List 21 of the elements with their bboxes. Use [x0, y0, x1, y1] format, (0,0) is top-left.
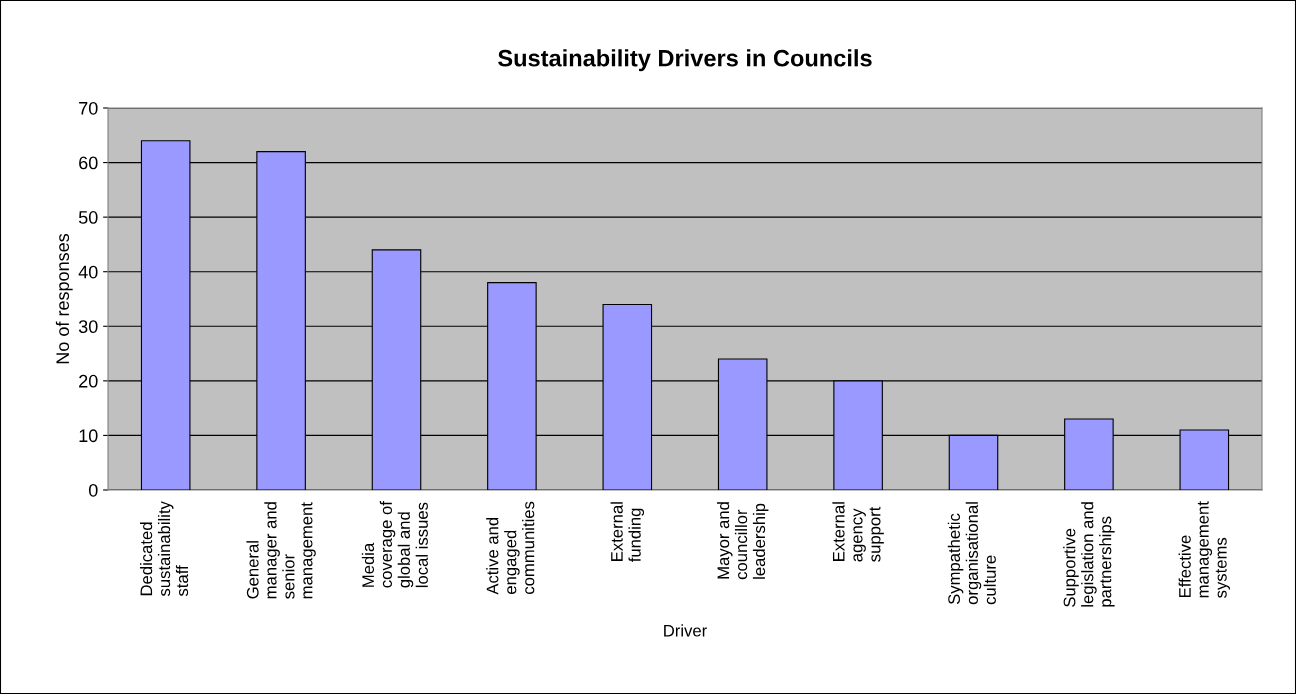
x-tick-label: Mayor and councillor leadership	[716, 502, 769, 580]
x-tick-label: Effective management systems	[1178, 501, 1231, 598]
x-tick-label: General manager and senior management	[246, 502, 316, 599]
x-axis-title: Driver	[664, 624, 707, 637]
y-tick-label: 30	[78, 320, 98, 334]
x-tick-label: Sympathetic organisational culture	[947, 502, 996, 605]
y-tick-label: 0	[88, 483, 98, 497]
x-tick-label: Supportive legislation and partnerships	[1063, 502, 1115, 607]
x-tick-label: Active and engaged communities	[486, 501, 535, 595]
x-tick-label: External agency support	[832, 502, 884, 562]
x-tick-label: External funding	[610, 502, 645, 563]
y-tick-label: 70	[79, 101, 98, 115]
x-tick-label: Dedicated sustainability staff	[139, 501, 189, 597]
y-tick-label: 60	[79, 156, 98, 170]
y-axis-title: No of responses	[55, 233, 73, 364]
x-tick-label: Media coverage of global and local issues	[361, 501, 428, 588]
chart-title: Sustainability Drivers in Councils	[498, 49, 872, 72]
y-tick-label: 50	[78, 211, 98, 224]
y-tick-label: 20	[79, 374, 98, 388]
y-tick-label: 10	[79, 429, 98, 443]
y-tick-label: 40	[78, 265, 98, 279]
